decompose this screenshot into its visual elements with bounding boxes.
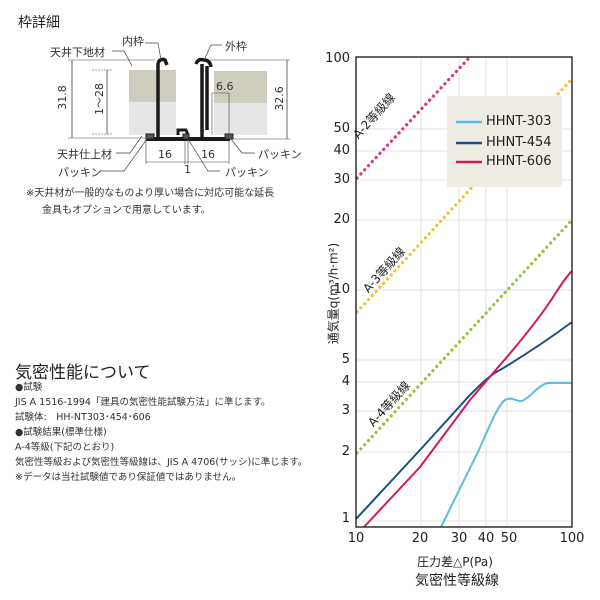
chart-legend (447, 96, 562, 187)
frame-detail-title: 枠詳細 (18, 15, 60, 31)
series-hhnt-303 (440, 382, 572, 528)
dim-right-width: 16 (201, 148, 215, 161)
legend-label-hhnt-303: HHNT-303 (486, 114, 552, 129)
y-tick-30: 30 (333, 172, 350, 187)
ceiling-finish-label: 天井仕上材 (57, 148, 112, 161)
y-tick-5: 5 (341, 352, 350, 367)
packing-center-shape (182, 133, 190, 140)
series-hhnt-454 (355, 321, 573, 520)
right-ceiling-finish-block (214, 103, 267, 135)
left-ceiling-finish-block (129, 102, 176, 135)
x-tick-50: 50 (500, 531, 518, 546)
a4-grade-line (355, 219, 573, 455)
series-hhnt-606 (363, 270, 573, 528)
plot-frame (355, 56, 573, 528)
frame-detail-diagram (68, 42, 290, 172)
y-tick-3: 3 (341, 403, 350, 418)
ceiling-base-label: 天井下地材 (50, 46, 105, 59)
y-tick-100: 100 (325, 51, 350, 66)
chart-caption: 気密性等級線 (415, 573, 499, 589)
airtightness-text: ●試験 JIS A 1516-1994「建具の気密性能試験方法」に準じます。 試… (15, 380, 307, 485)
dim-right-inset: 6.6 (216, 80, 234, 93)
airtightness-line: JIS A 1516-1994「建具の気密性能試験方法」に準じます。 (15, 397, 271, 408)
right-ceiling-base-block (214, 71, 267, 103)
packing-left-label: パッキン (58, 166, 102, 179)
x-axis-label: 圧力差△P(Pa) (417, 555, 493, 569)
y-tick-4: 4 (341, 374, 350, 389)
x-tick-100: 100 (559, 531, 585, 546)
legend-label-hhnt-606: HHNT-606 (486, 154, 552, 169)
x-tick-10: 10 (347, 531, 365, 546)
airtightness-title: 気密性能について (15, 363, 151, 383)
x-tick-40: 40 (477, 531, 495, 546)
x-tick-30: 30 (450, 531, 468, 546)
outer-frame-label: 外枠 (225, 40, 247, 53)
y-tick-10: 10 (333, 282, 350, 297)
outer-frame-profile (194, 57, 213, 138)
airtightness-line: ●試験結果(標準仕様) (15, 427, 107, 438)
a2-grade-line (355, 57, 470, 180)
x-tick-20: 20 (411, 531, 429, 546)
y-tick-2: 2 (341, 444, 350, 459)
left-ceiling-base-block (129, 70, 176, 102)
packing-right-label: パッキン (258, 148, 302, 161)
frame-note-line1: ※天井材が一般的なものより厚い場合に対応可能な延長 (26, 188, 275, 199)
y-tick-1: 1 (341, 511, 350, 526)
frame-note-line2: 金具もオプションで用意しています。 (42, 205, 211, 216)
airtightness-line: 試験体: HH-NT303･454･606 (15, 412, 151, 423)
packing-center-label: パッキン (225, 166, 269, 179)
airtightness-line: ●試験 (15, 382, 43, 393)
y-axis-label: 通気量q(m³/h·m²) (326, 242, 341, 345)
airtightness-line: 気密性等級および気密性等級線は、JIS A 4706(サッシ)に準じます。 (15, 457, 308, 468)
dim-gap: 1 (184, 163, 191, 176)
inner-frame-label: 内枠 (122, 35, 144, 48)
y-tick-50: 50 (333, 121, 350, 136)
packing-left-shape (145, 133, 155, 140)
airtightness-line: ※データは当社試験値であり保証値ではありません。 (15, 472, 242, 483)
dim-left-width: 16 (158, 148, 172, 161)
legend-label-hhnt-454: HHNT-454 (486, 135, 552, 150)
y-tick-40: 40 (333, 143, 350, 158)
airtightness-line: A-4等級(下記のとおり) (15, 442, 115, 453)
y-tick-20: 20 (333, 212, 350, 227)
